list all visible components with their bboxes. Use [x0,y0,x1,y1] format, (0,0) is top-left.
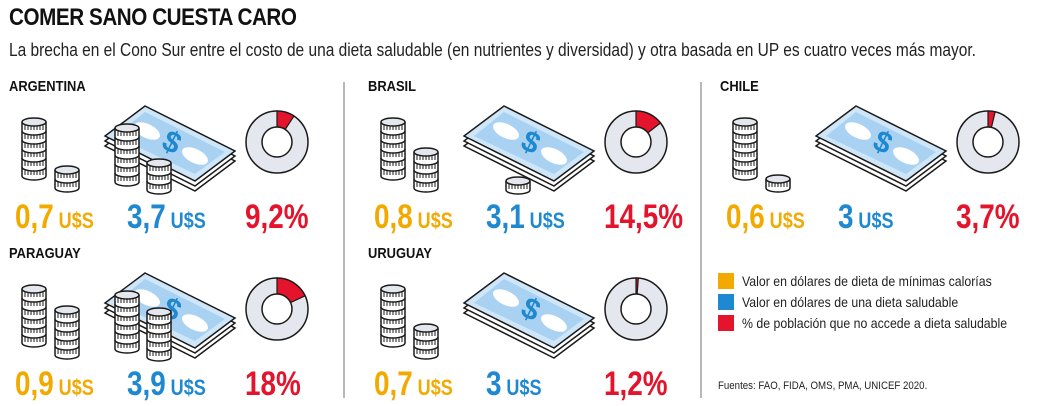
no-access-percentage: 1,2% [604,365,668,403]
country-panel-brasil: BRASIL $ 0,8 U$S 3,1 U$S 14,5% [368,78,698,243]
legend-item-min-diet: Valor en dólares de dieta de mínimas cal… [718,270,1040,291]
healthy-diet-number: 3,1 [486,198,525,236]
country-name: PARAGUAY [9,245,81,262]
orange-square-icon [718,272,734,289]
min-diet-value: 0,6 U$S [726,198,805,237]
min-diet-number: 0,9 [15,365,54,403]
column-divider [700,82,702,398]
coins-icon [380,284,439,360]
healthy-diet-number: 3 [486,365,502,403]
country-name: URUGUAY [368,245,433,262]
legend-item-no-access: % de población que no accede a dieta sal… [718,312,1040,333]
bills-icon: $ [462,105,596,195]
country-illustration: $ [720,100,1040,195]
donut-chart-icon [245,277,309,341]
no-access-percentage: 3,7% [956,198,1020,236]
legend-label: Valor en dólares de dieta de mínimas cal… [742,272,992,289]
bills-icon: $ [462,272,596,359]
country-panel-argentina: ARGENTINA $ 0,7 U$S 3,7 U$S 9,2% [9,78,339,243]
coins-icon [380,117,439,193]
currency-unit: U$S [417,375,453,400]
blue-square-icon [718,293,734,310]
country-illustration: $ [9,100,339,195]
country-illustration: $ [9,267,339,362]
min-diet-value: 0,8 U$S [374,198,453,237]
page-subtitle: La brecha en el Cono Sur entre el costo … [9,40,976,60]
no-access-percentage: 18% [245,365,301,403]
min-diet-value: 0,7 U$S [374,365,453,404]
country-name: ARGENTINA [9,78,86,95]
country-panel-chile: CHILE $ 0,6 U$S 3 U$S 3,7% [720,78,1040,243]
currency-unit: U$S [58,208,94,233]
min-diet-number: 0,6 [726,198,765,236]
healthy-diet-value: 3,7 U$S [127,198,206,237]
legend-item-healthy-diet: Valor en dólares de una dieta saludable [718,291,1040,312]
min-diet-number: 0,8 [374,198,413,236]
currency-unit: U$S [506,375,542,400]
no-access-percentage: 14,5% [604,198,684,236]
country-panel-uruguay: URUGUAY $ 0,7 U$S 3 U$S 1,2% [368,245,698,406]
legend-label: Valor en dólares de una dieta saludable [742,293,959,310]
min-diet-number: 0,7 [15,198,54,236]
coins-icon [21,117,80,193]
legend-label: % de población que no accede a dieta sal… [742,314,1008,331]
source-note: Fuentes: FAO, FIDA, OMS, PMA, UNICEF 202… [718,380,928,392]
bills-icon: $ [814,105,948,192]
coins-icon [21,284,80,360]
legend: Valor en dólares de dieta de mínimas cal… [718,270,1040,333]
currency-unit: U$S [417,208,453,233]
country-name: CHILE [720,78,759,95]
currency-unit: U$S [170,208,206,233]
bills-icon: $ [103,272,237,362]
country-panel-paraguay: PARAGUAY $ 0,9 U$S 3,9 U$S 18% [9,245,339,406]
healthy-diet-number: 3 [838,198,854,236]
min-diet-value: 0,7 U$S [15,198,94,237]
column-divider [343,82,345,398]
healthy-diet-number: 3,7 [127,198,166,236]
donut-chart-icon [956,110,1020,174]
page-title: COMER SANO CUESTA CARO [9,4,297,31]
country-name: BRASIL [368,78,417,95]
currency-unit: U$S [529,208,565,233]
donut-chart-icon [604,277,668,341]
currency-unit: U$S [769,208,805,233]
healthy-diet-value: 3,9 U$S [127,365,206,404]
country-illustration: $ [368,267,698,362]
bills-icon: $ [103,105,237,195]
currency-unit: U$S [58,375,94,400]
healthy-diet-value: 3,1 U$S [486,198,565,237]
red-square-icon [718,314,734,331]
country-illustration: $ [368,100,698,195]
min-diet-number: 0,7 [374,365,413,403]
coins-icon [732,117,791,193]
healthy-diet-value: 3 U$S [486,365,542,404]
healthy-diet-number: 3,9 [127,365,166,403]
healthy-diet-value: 3 U$S [838,198,894,237]
no-access-percentage: 9,2% [245,198,309,236]
donut-chart-icon [245,110,309,174]
currency-unit: U$S [858,208,894,233]
currency-unit: U$S [170,375,206,400]
min-diet-value: 0,9 U$S [15,365,94,404]
donut-chart-icon [604,110,668,174]
